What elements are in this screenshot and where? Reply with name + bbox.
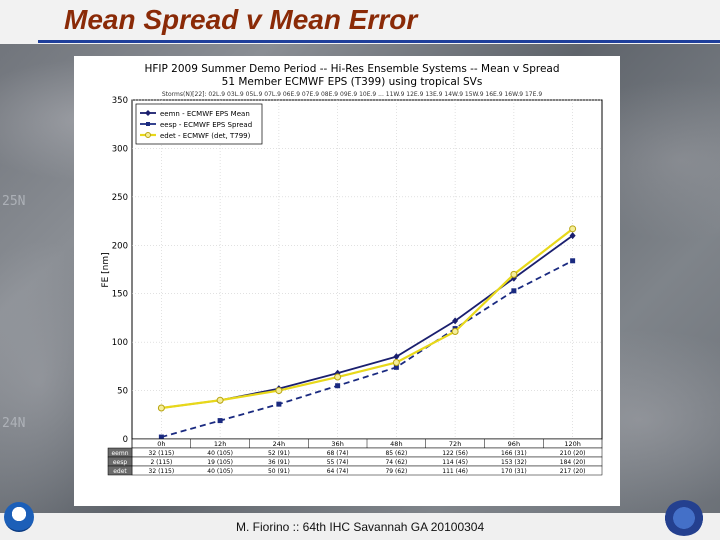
y-tick-label: 150	[112, 290, 128, 300]
table-cell: 217 (20)	[560, 468, 586, 475]
table-cell: 36 (91)	[268, 459, 290, 466]
table-cell: 55 (74)	[327, 459, 349, 466]
plot-area	[131, 99, 603, 440]
table-cell: 40 (105)	[207, 468, 233, 475]
y-tick-label: 200	[112, 241, 128, 251]
table-cell: 122 (56)	[442, 450, 468, 457]
legend-label-edet: edet - ECMWF (det, T799)	[160, 132, 251, 140]
y-axis-label: FE [nm]	[101, 252, 111, 287]
data-point-eesp	[511, 288, 517, 294]
y-tick-label: 50	[117, 387, 128, 397]
table-row	[131, 456, 603, 467]
data-point-edet	[392, 358, 400, 366]
x-tick-label: 48h	[390, 440, 402, 448]
table-cell: 2 (115)	[150, 459, 172, 466]
x-tick-label: 96h	[508, 440, 520, 448]
data-point-edet	[569, 225, 577, 233]
x-tick-label: 0h	[157, 440, 165, 448]
data-point-edet	[157, 404, 165, 412]
table-cell: 32 (115)	[149, 468, 175, 475]
latitude-label-24n: 24N	[2, 416, 26, 431]
x-tick-label: 120h	[564, 440, 581, 448]
data-point-eemn	[452, 317, 459, 325]
table-row	[131, 447, 603, 458]
series-line-edet	[161, 227, 574, 410]
chart-svg: HFIP 2009 Summer Demo Period -- Hi-Res E…	[101, 63, 603, 476]
data-point-eesp	[570, 258, 576, 264]
esrl-logo	[664, 500, 704, 536]
x-tick-label: 24h	[273, 440, 285, 448]
table-row-label: eemn	[111, 450, 128, 457]
table-cell: 153 (32)	[501, 459, 527, 466]
title-bar	[0, 0, 720, 44]
table-cell: 210 (20)	[560, 450, 586, 457]
table-cell: 114 (45)	[442, 459, 468, 466]
legend-marker-edet	[145, 132, 151, 138]
data-point-eemn	[569, 232, 576, 240]
table-cell: 68 (74)	[327, 450, 349, 457]
chart-title: HFIP 2009 Summer Demo Period -- Hi-Res E…	[144, 63, 559, 75]
series-line-eesp	[161, 259, 574, 438]
data-point-edet	[216, 396, 224, 404]
data-point-eesp	[335, 383, 341, 389]
data-point-eesp	[217, 418, 223, 424]
x-tick-label: 12h	[214, 440, 226, 448]
x-tick-label: 72h	[449, 440, 461, 448]
table-row	[131, 465, 603, 476]
noaa-logo	[4, 502, 34, 532]
data-point-eemn	[393, 353, 400, 361]
y-tick-label: 350	[112, 96, 128, 106]
table-cell: 74 (62)	[385, 459, 407, 466]
legend-label-eemn: eemn - ECMWF EPS Mean	[160, 110, 250, 118]
legend-marker-eemn	[145, 110, 151, 116]
table-cell: 79 (62)	[385, 468, 407, 475]
table-cell: 52 (91)	[268, 450, 290, 457]
footer-credit: M. Fiorino :: 64th IHC Savannah GA 20100…	[236, 520, 485, 534]
table-cell: 166 (31)	[501, 450, 527, 457]
table-cell: 85 (62)	[385, 450, 407, 457]
table-cell: 50 (91)	[268, 468, 290, 475]
storms-line: Storms(N)[22]: 02L.9 03L.9 05L.9 07L.9 0…	[162, 91, 542, 98]
data-point-eesp	[393, 364, 399, 370]
table-cell: 64 (74)	[327, 468, 349, 475]
table-cell: 19 (105)	[207, 459, 233, 466]
legend-box	[135, 103, 263, 145]
chart-panel: HFIP 2009 Summer Demo Period -- Hi-Res E…	[74, 56, 620, 506]
data-point-eesp	[158, 434, 164, 440]
table-cell: 184 (20)	[560, 459, 586, 466]
y-tick-label: 100	[112, 338, 128, 348]
data-point-edet	[510, 270, 518, 278]
data-point-edet	[275, 387, 283, 395]
table-row-label: eesp	[113, 459, 128, 466]
chart-subtitle: 51 Member ECMWF EPS (T399) using tropica…	[222, 76, 483, 88]
legend-label-eesp: eesp - ECMWF EPS Spread	[160, 121, 252, 129]
title-rule	[38, 40, 720, 43]
data-point-edet	[334, 373, 342, 381]
table-row-label: edet	[113, 468, 127, 475]
slide-title: Mean Spread v Mean Error	[64, 4, 418, 35]
legend-marker-eesp	[146, 122, 150, 126]
y-tick-label: 0	[123, 435, 128, 445]
latitude-label-25n: 25N	[2, 194, 26, 209]
table-cell: 32 (115)	[149, 450, 175, 457]
footer-bar	[0, 513, 720, 540]
data-point-edet	[451, 327, 459, 335]
x-tick-label: 36h	[331, 440, 343, 448]
y-tick-label: 250	[112, 193, 128, 203]
table-cell: 170 (31)	[501, 468, 527, 475]
table-row-header	[107, 465, 133, 476]
table-cell: 40 (105)	[207, 450, 233, 457]
table-cell: 111 (46)	[442, 468, 468, 475]
y-tick-label: 300	[112, 144, 128, 154]
data-point-eesp	[276, 401, 282, 407]
